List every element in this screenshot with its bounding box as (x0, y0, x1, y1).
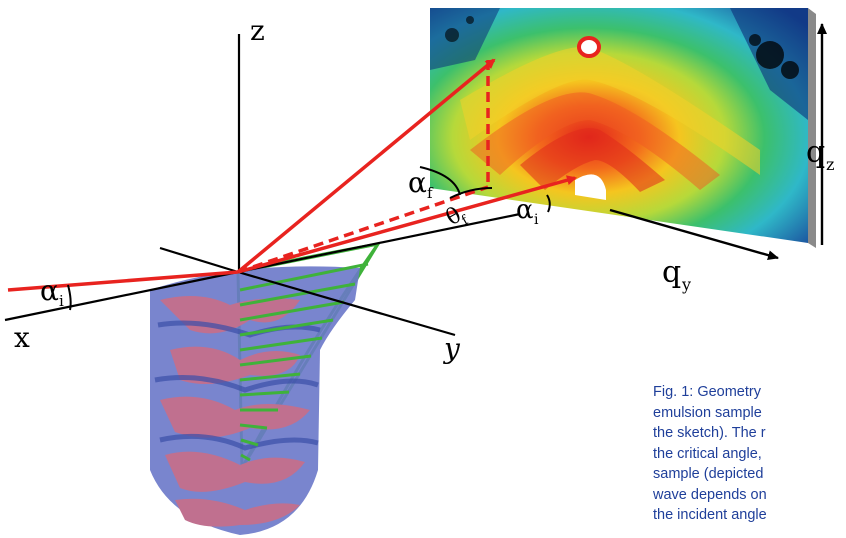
alpha-i-left-label: α (40, 274, 59, 307)
alpha-i-left-subscript: i (59, 292, 64, 310)
caption-line: the incident angle (653, 507, 767, 523)
qy-label: q (662, 255, 681, 290)
specular-marker (577, 36, 601, 58)
figure-caption: Fig. 1: Geometry emulsion sample the ske… (653, 382, 846, 526)
x-axis (4, 270, 239, 322)
qy-axis (609, 208, 779, 261)
qz-subscript: z (826, 155, 834, 174)
alpha-f-subscript: f (427, 184, 434, 202)
y-axis-label: y (442, 332, 461, 365)
caption-line: the critical angle, (653, 445, 762, 462)
projected-beam-dashed (237, 185, 489, 274)
incident-beam (7, 270, 239, 292)
detector-panel (430, 8, 816, 248)
beamstop (575, 174, 606, 200)
caption-line: sample (depicted (653, 466, 764, 482)
x-axis-label: x (14, 321, 30, 354)
caption-line: Fig. 1: Geometry (653, 384, 761, 400)
specular-beam (237, 175, 577, 274)
y-axis (237, 270, 456, 337)
footprint-hatching (239, 262, 369, 462)
caption-line: wave depends on (653, 486, 767, 503)
angle-arcs (67, 166, 551, 311)
z-axis-label: z (250, 14, 265, 47)
alpha-f-label: α (408, 166, 427, 199)
emulsion-sample (150, 266, 360, 535)
alpha-i-right-subscript: i (534, 212, 539, 228)
alpha-i-right-label: α (516, 195, 534, 225)
detector-axes (609, 23, 827, 261)
caption-line: emulsion sample (653, 404, 762, 421)
horizon-line (159, 246, 239, 274)
qz-label: q (806, 135, 825, 170)
caption-line: the sketch). The r (653, 425, 766, 441)
exit-beam (236, 58, 496, 274)
detector-baseline (237, 212, 521, 274)
beams (7, 58, 577, 292)
coordinate-axes (4, 34, 521, 337)
qy-subscript: y (681, 275, 691, 294)
